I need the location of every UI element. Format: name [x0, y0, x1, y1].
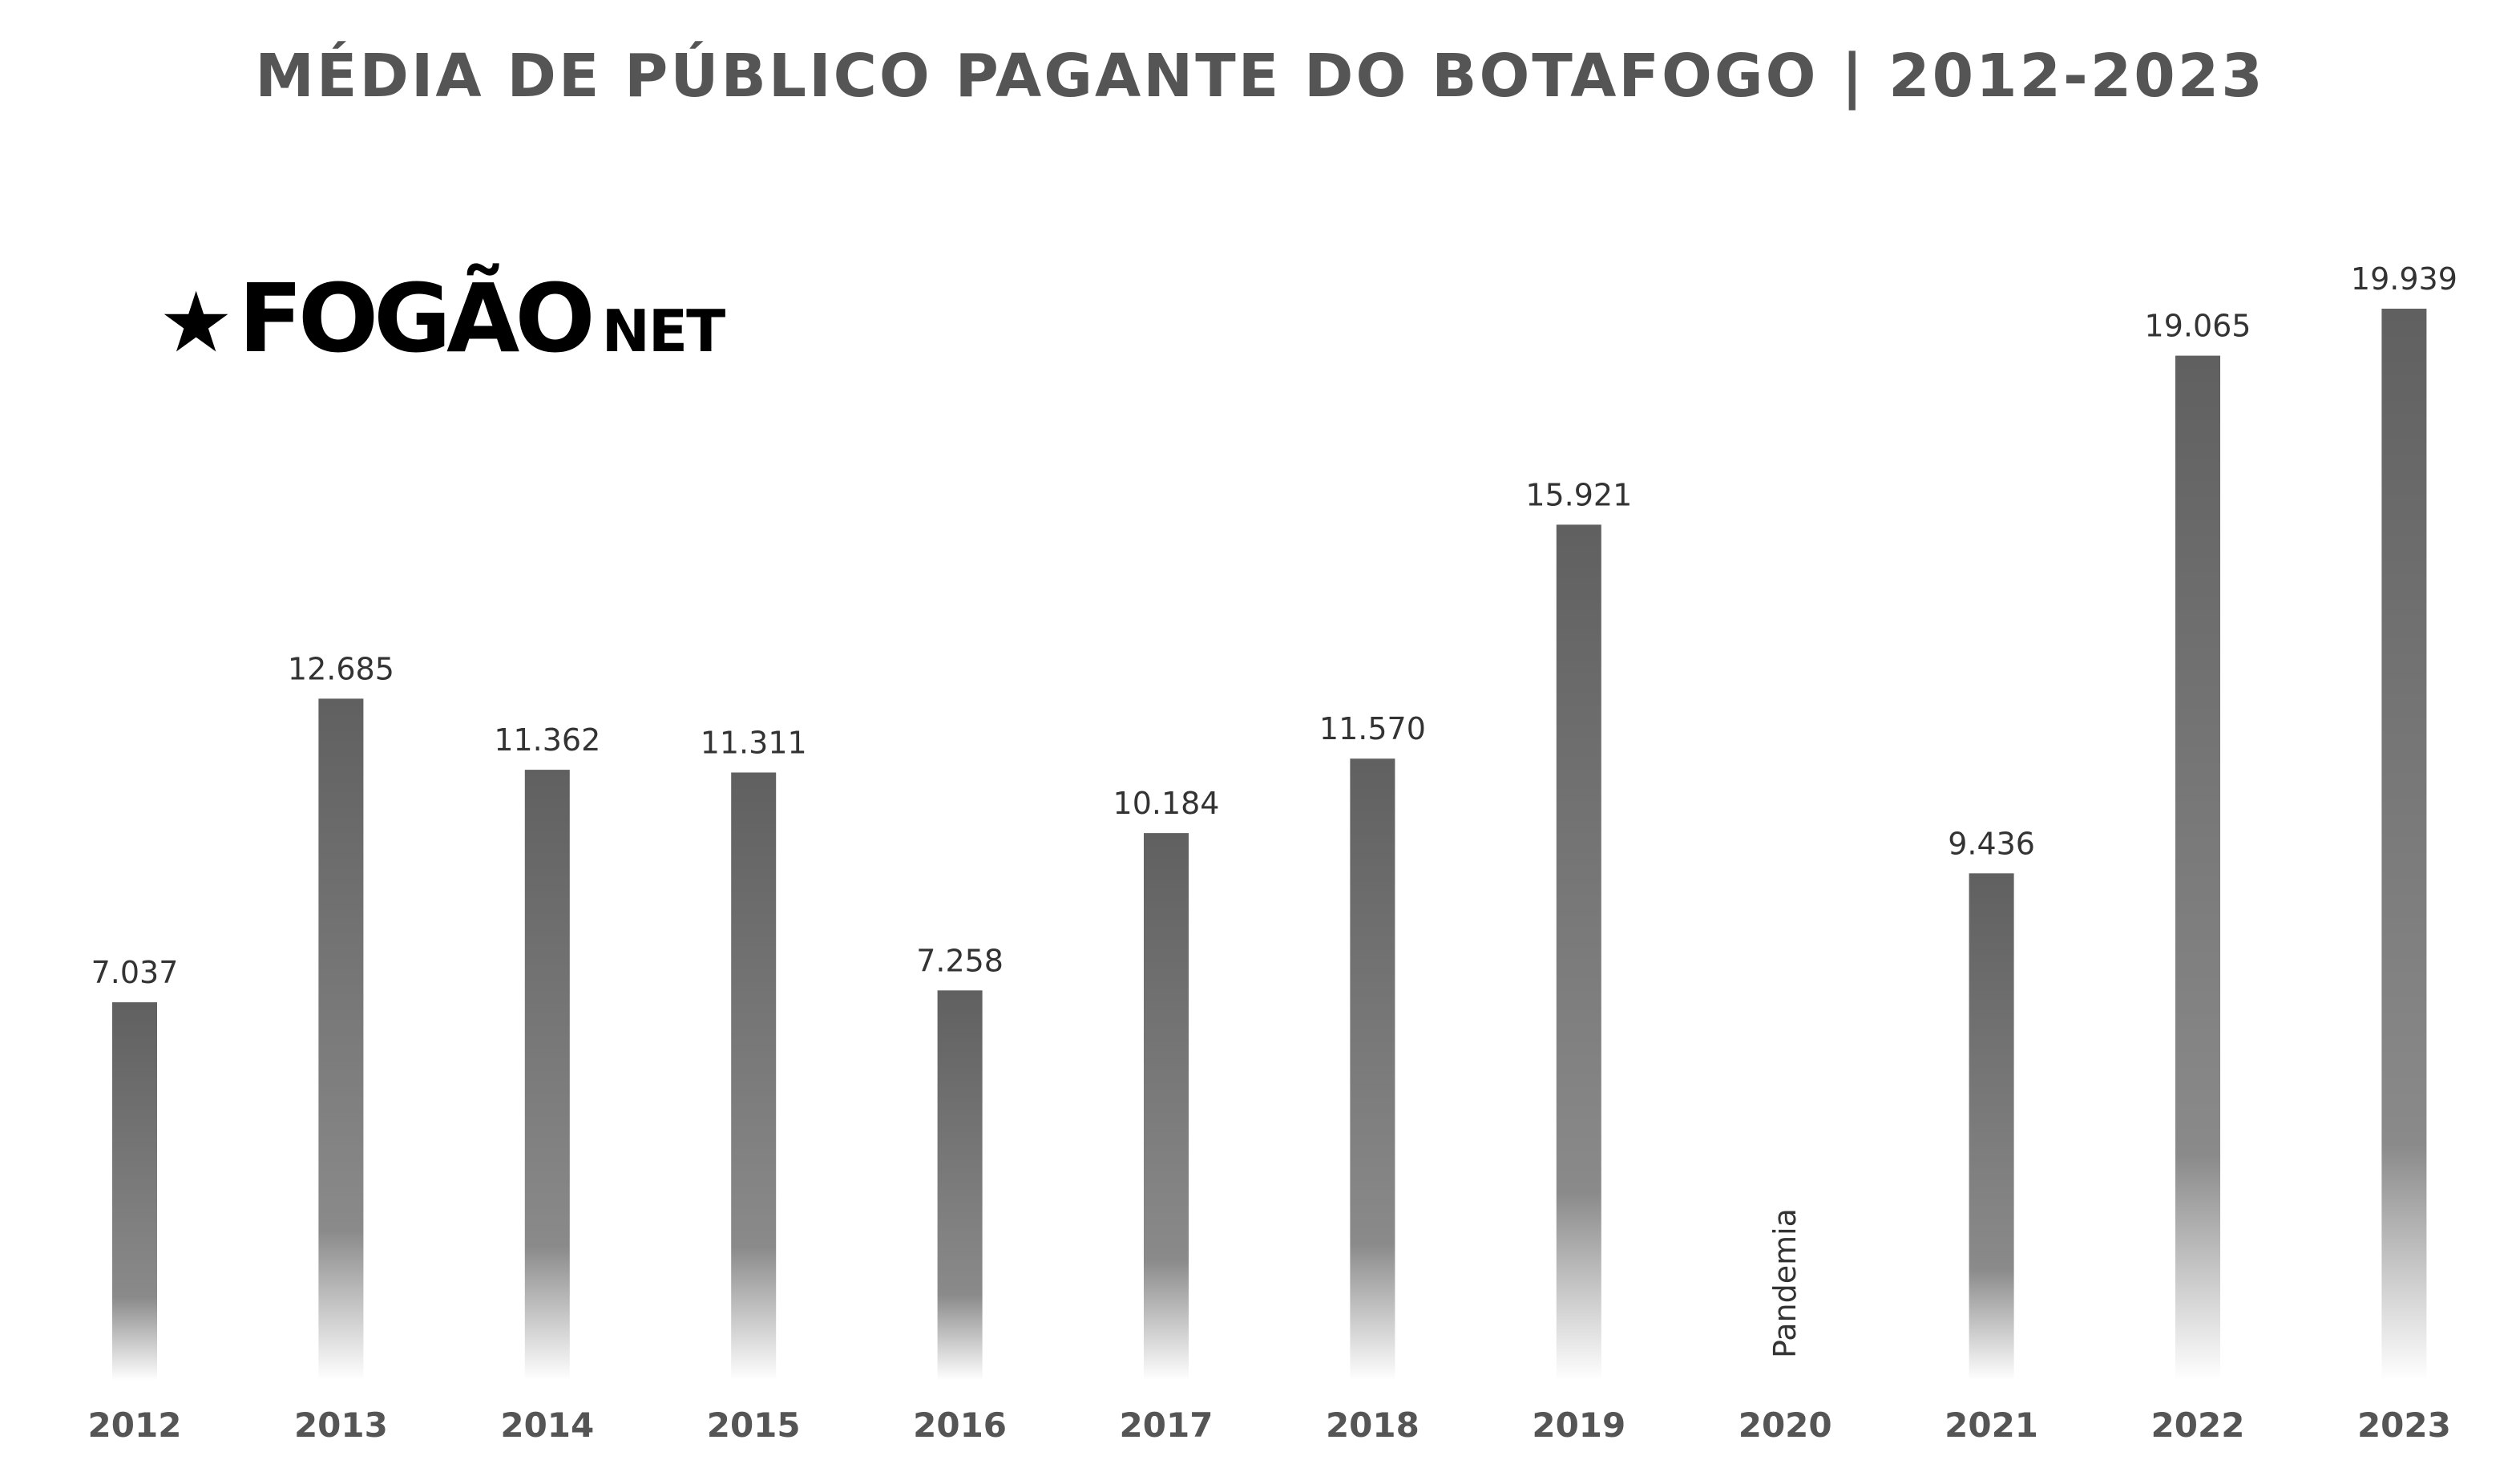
value-label-2018: 11.570: [1319, 711, 1426, 746]
annotations-layer: Pandemia: [1767, 1208, 1803, 1358]
x-tick-label-2014: 2014: [500, 1405, 594, 1445]
fogaonet-logo: ★ FOGÃO NET: [159, 263, 726, 375]
value-label-2014: 11.362: [494, 722, 600, 758]
x-axis-tick-labels: 2012 2013 2014 2015 2016 2017 2018 2019 2020 2021…: [88, 1405, 2451, 1445]
value-label-2019: 15.921: [1525, 477, 1632, 512]
x-tick-label-2013: 2013: [294, 1405, 388, 1445]
x-tick-label-2015: 2015: [707, 1405, 801, 1445]
bar-2015: [731, 772, 777, 1381]
bar-2017: [1144, 833, 1189, 1381]
x-tick-label-2019: 2019: [1532, 1405, 1625, 1445]
value-label-2016: 7.258: [916, 943, 1004, 978]
x-tick-label-2017: 2017: [1120, 1405, 1214, 1445]
annotation-2020: Pandemia: [1767, 1208, 1803, 1358]
value-label-2017: 10.184: [1113, 786, 1220, 821]
bar-2012: [112, 1002, 157, 1381]
bars-layer: [112, 309, 2427, 1381]
x-tick-label-2023: 2023: [2357, 1405, 2451, 1445]
value-label-2021: 9.436: [1948, 826, 2035, 861]
bar-2018: [1350, 758, 1395, 1381]
value-label-2022: 19.065: [2145, 309, 2251, 344]
bar-2014: [524, 770, 570, 1381]
bar-2013: [318, 698, 364, 1381]
x-tick-label-2021: 2021: [1945, 1405, 2038, 1445]
bar-2016: [937, 990, 983, 1381]
value-label-2015: 11.311: [701, 726, 807, 761]
bar-2019: [1556, 524, 1601, 1381]
bar-2021: [1969, 873, 2014, 1381]
chart-title: MÉDIA DE PÚBLICO PAGANTE DO BOTAFOGO | 2…: [255, 42, 2265, 111]
x-tick-label-2018: 2018: [1326, 1405, 1420, 1445]
value-label-2012: 7.037: [91, 955, 179, 990]
value-labels-layer: 7.037 12.685 11.362 11.311 7.258 10.184 11.570…: [91, 261, 2457, 990]
bar-2023: [2381, 309, 2427, 1381]
bar-2022: [2175, 355, 2220, 1381]
x-tick-label-2012: 2012: [88, 1405, 182, 1445]
logo-sub-text: NET: [601, 297, 726, 365]
star-icon: ★: [159, 273, 234, 371]
value-label-2013: 12.685: [288, 651, 394, 686]
x-tick-label-2016: 2016: [913, 1405, 1007, 1445]
value-label-2023: 19.939: [2351, 261, 2457, 297]
x-tick-label-2020: 2020: [1739, 1405, 1832, 1445]
x-tick-label-2022: 2022: [2151, 1405, 2245, 1445]
logo-main-text: FOGÃO: [238, 263, 595, 374]
